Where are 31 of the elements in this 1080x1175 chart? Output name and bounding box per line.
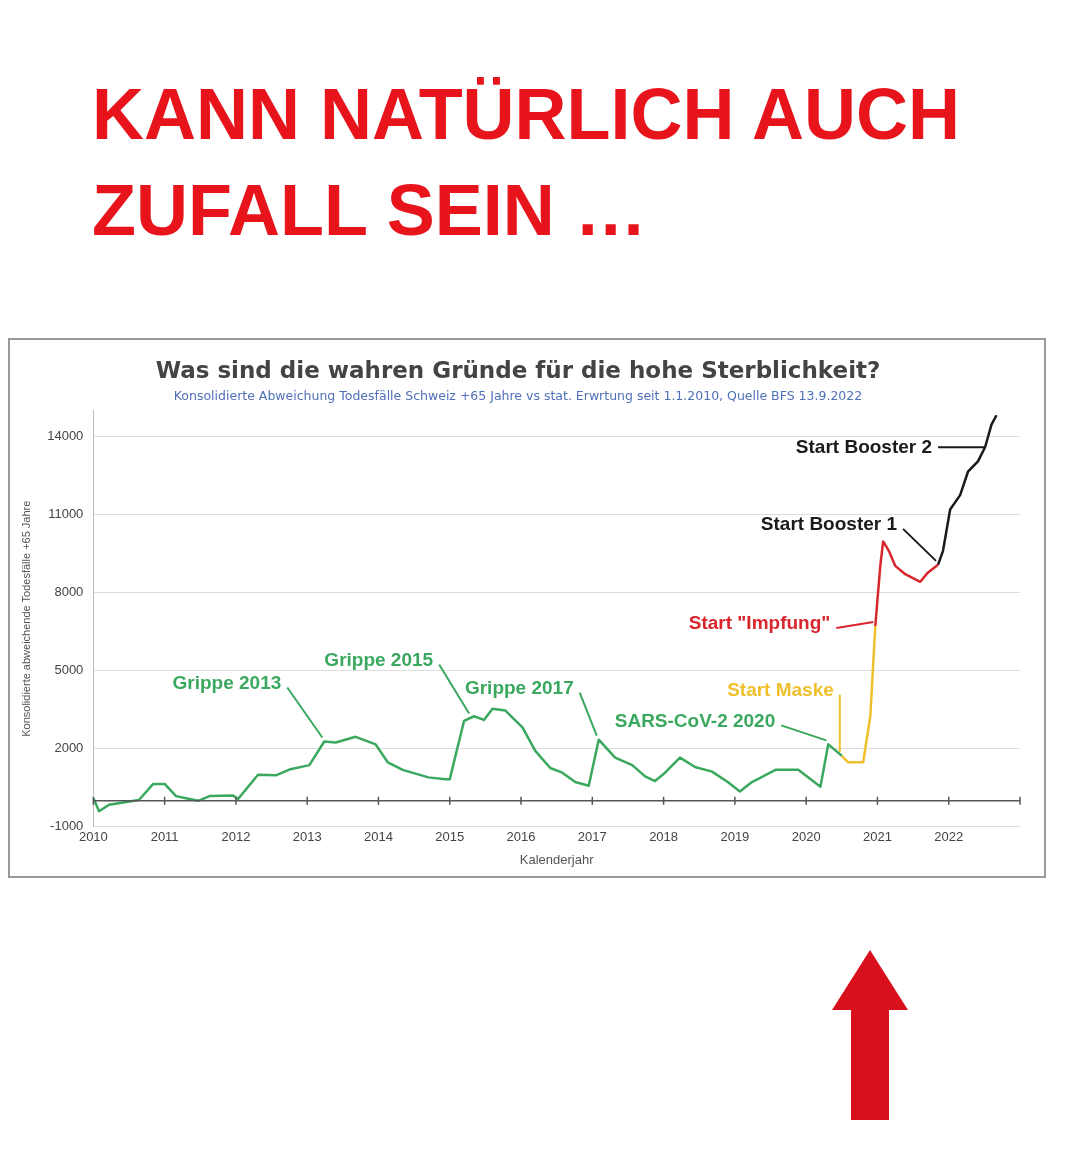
annotation: Start Maske (727, 679, 834, 701)
annotation: Grippe 2015 (324, 648, 434, 670)
x-tick-label: 2017 (577, 829, 607, 845)
y-tick-label: 2000 (54, 740, 84, 756)
y-tick-label: 14000 (47, 428, 84, 444)
x-tick-label: 2018 (649, 829, 679, 845)
annotation: Grippe 2013 (172, 671, 282, 693)
x-tick-label: 2011 (150, 829, 179, 845)
x-tick-label: 2022 (934, 829, 964, 845)
y-axis-title: Konsolidierte abweichende Todesfälle +65 Jahre (19, 500, 32, 737)
y-tick-label: 8000 (54, 584, 84, 600)
x-tick-label: 2010 (78, 829, 108, 845)
x-tick-label: 2012 (221, 829, 251, 845)
x-tick-label: 2016 (506, 829, 536, 845)
x-tick-label: 2019 (720, 829, 750, 845)
annotation: Start Booster 2 (795, 435, 933, 457)
chart-subtitle: Was sind die wahren Gründe für die hohe Sterblichkeit? (155, 356, 881, 383)
chart-title: KANN NATÜRLICH AUCH ZUFALL SEIN … (91, 73, 961, 252)
x-tick-label: 2020 (791, 829, 821, 845)
annotation: Start Booster 1 (760, 513, 898, 535)
annotation: Grippe 2017 (464, 676, 574, 698)
y-tick-label: 11000 (48, 506, 84, 522)
x-axis-title: Kalenderjahr (519, 851, 595, 867)
x-tick-label: 2014 (364, 829, 393, 845)
y-tick-label: 5000 (54, 662, 84, 678)
x-tick-label: 2013 (292, 829, 322, 845)
text: Konsolidierte Abweichung Todesfälle Schweiz +65 Jahre vs stat. Erwrtung seit 1.1.2010, Quelle BFS 13.9.2022 (173, 388, 863, 404)
x-tick-label: 2015 (435, 829, 465, 845)
annotation: SARS-CoV-2 2020 (614, 709, 776, 731)
x-tick-label: 2021 (862, 829, 892, 845)
annotation: Start "Impfung" (688, 612, 831, 634)
